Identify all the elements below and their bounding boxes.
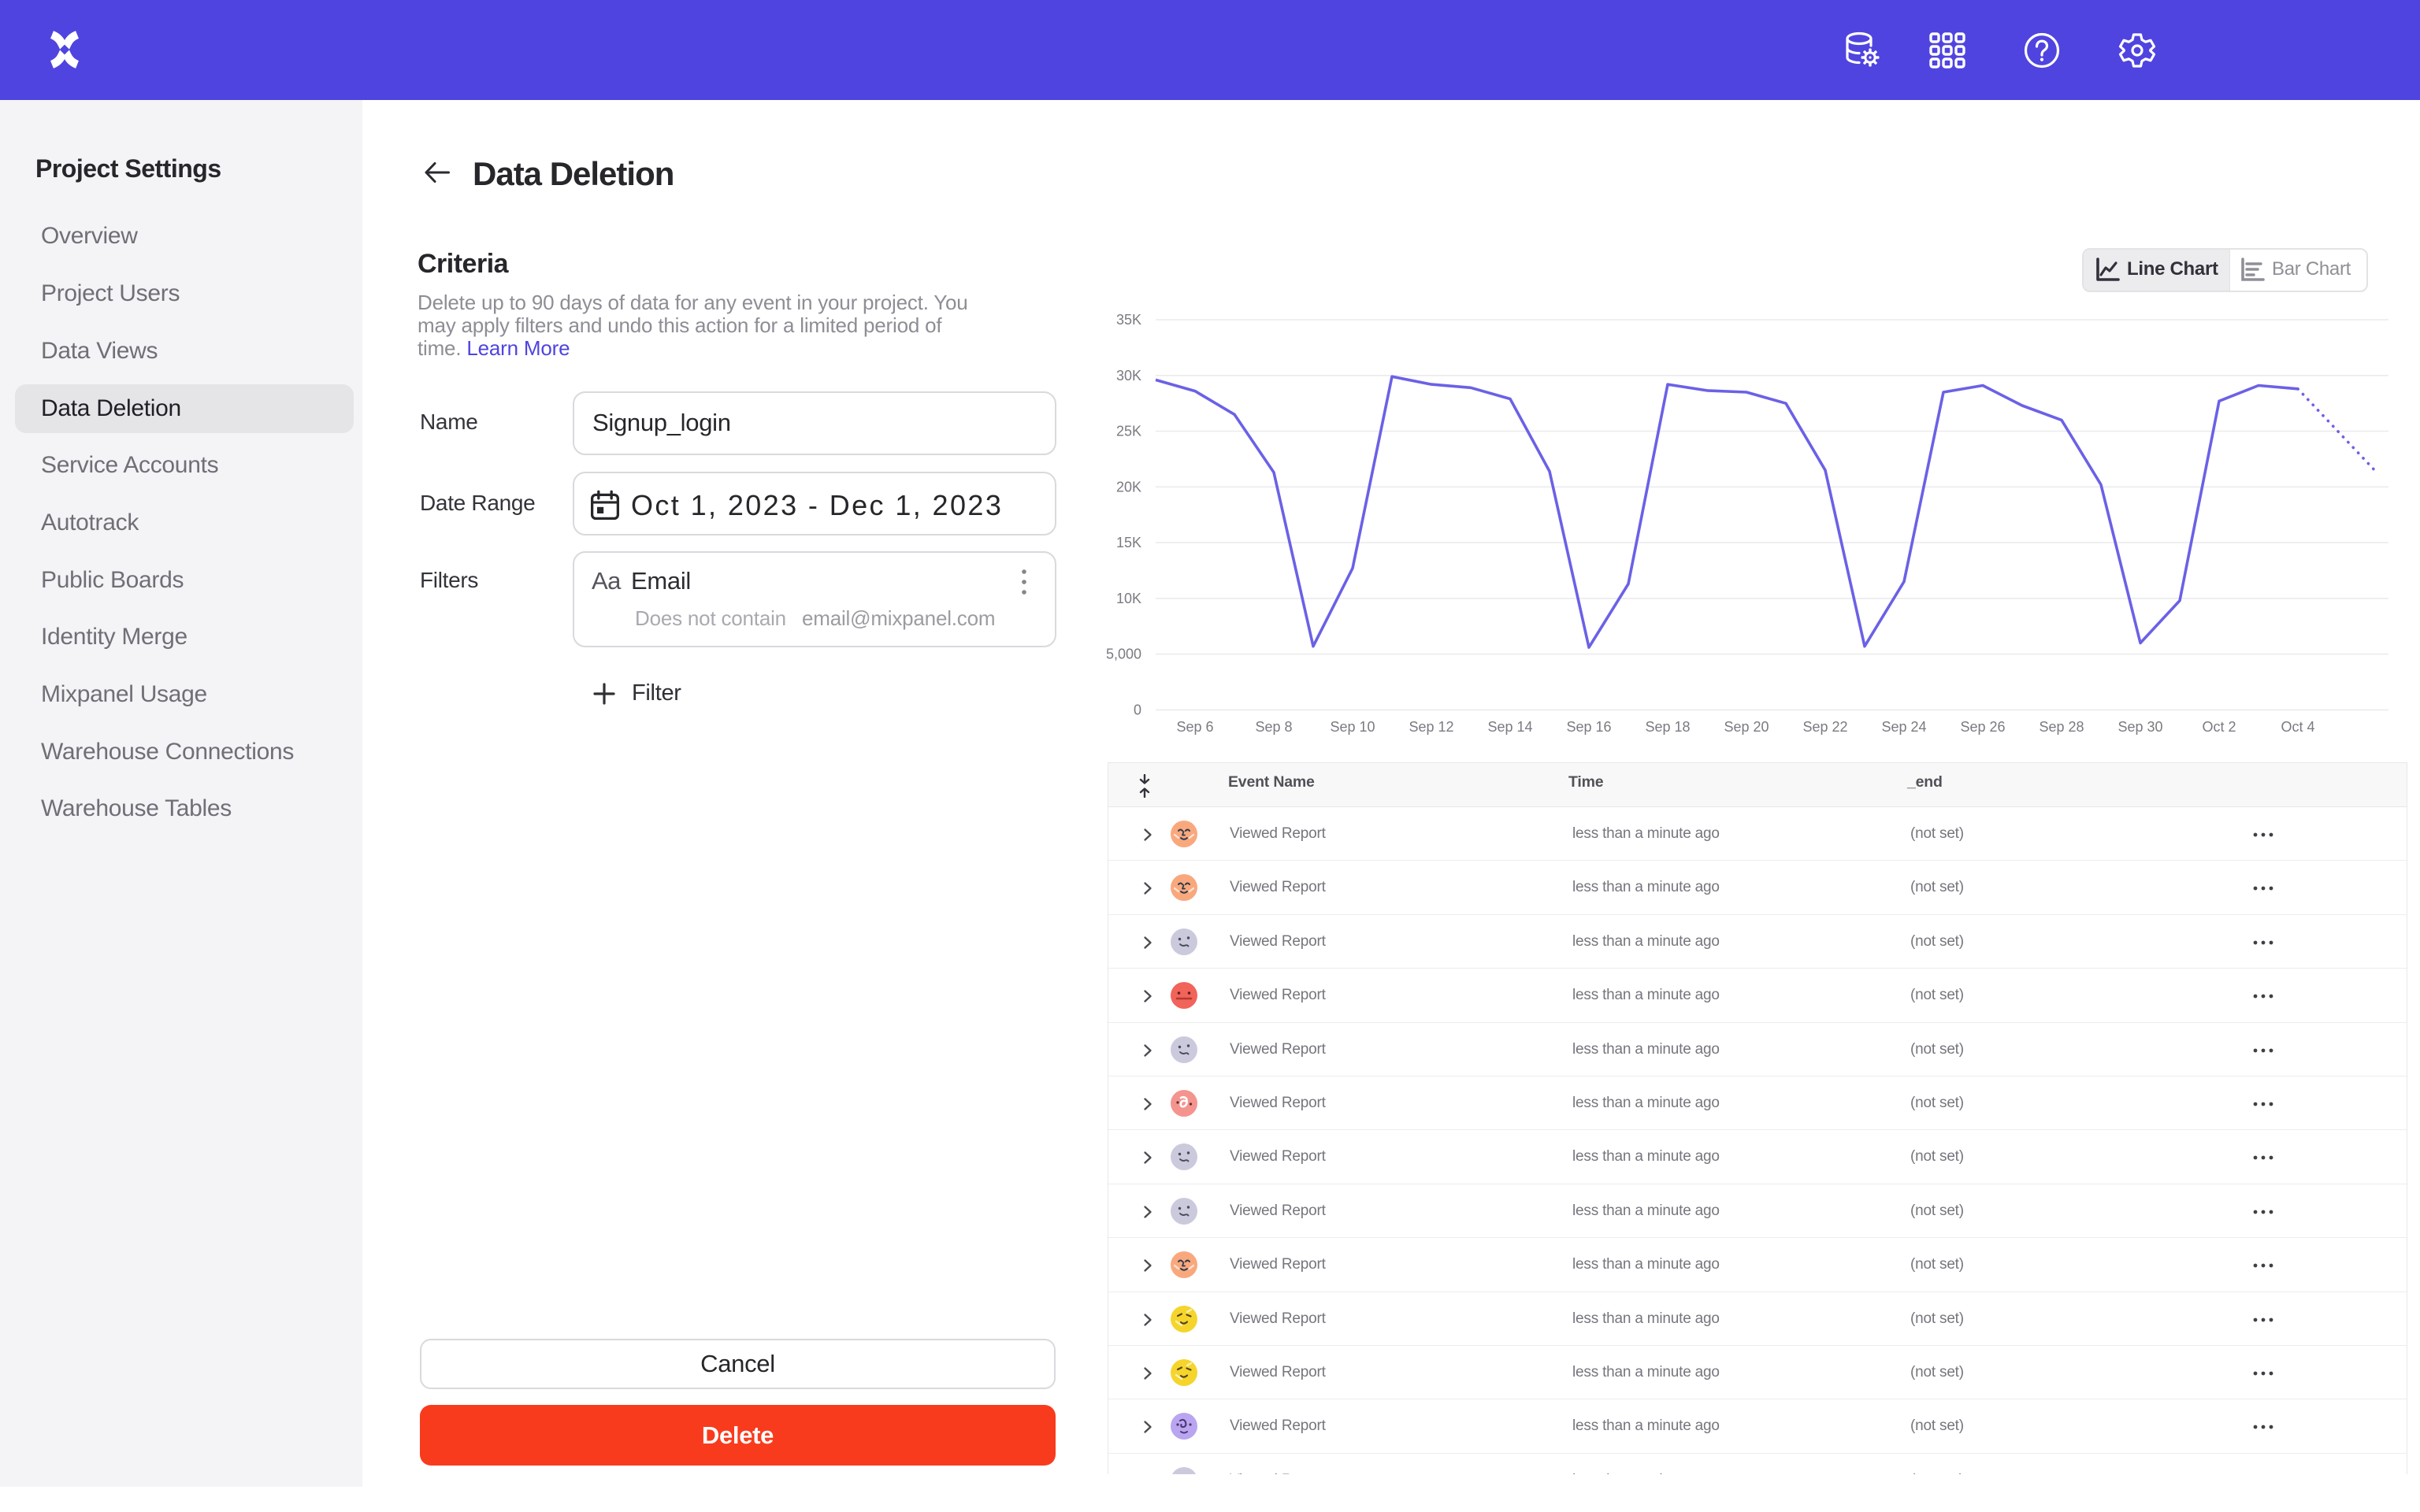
svg-text:Sep 18: Sep 18 xyxy=(1645,719,1690,735)
svg-text:Sep 26: Sep 26 xyxy=(1960,719,2005,735)
svg-text:Sep 22: Sep 22 xyxy=(1802,719,1847,735)
svg-text:20K: 20K xyxy=(1116,479,1141,495)
svg-text:Sep 16: Sep 16 xyxy=(1566,719,1611,735)
svg-text:25K: 25K xyxy=(1116,424,1141,439)
svg-text:Sep 8: Sep 8 xyxy=(1255,719,1292,735)
svg-text:15K: 15K xyxy=(1116,535,1141,550)
svg-text:Sep 28: Sep 28 xyxy=(2039,719,2084,735)
svg-text:Sep 24: Sep 24 xyxy=(1881,719,1926,735)
svg-text:Sep 30: Sep 30 xyxy=(2118,719,2162,735)
svg-text:30K: 30K xyxy=(1116,368,1141,384)
svg-text:Sep 20: Sep 20 xyxy=(1724,719,1769,735)
svg-text:Oct 4: Oct 4 xyxy=(2281,719,2314,735)
svg-text:0: 0 xyxy=(1134,702,1141,717)
svg-text:Sep 10: Sep 10 xyxy=(1330,719,1375,735)
svg-text:Sep 6: Sep 6 xyxy=(1176,719,1213,735)
svg-text:35K: 35K xyxy=(1116,312,1141,328)
svg-text:Sep 12: Sep 12 xyxy=(1409,719,1453,735)
svg-text:Sep 14: Sep 14 xyxy=(1487,719,1532,735)
svg-text:5,000: 5,000 xyxy=(1106,647,1141,662)
svg-text:Oct 2: Oct 2 xyxy=(2202,719,2236,735)
svg-text:10K: 10K xyxy=(1116,591,1141,606)
